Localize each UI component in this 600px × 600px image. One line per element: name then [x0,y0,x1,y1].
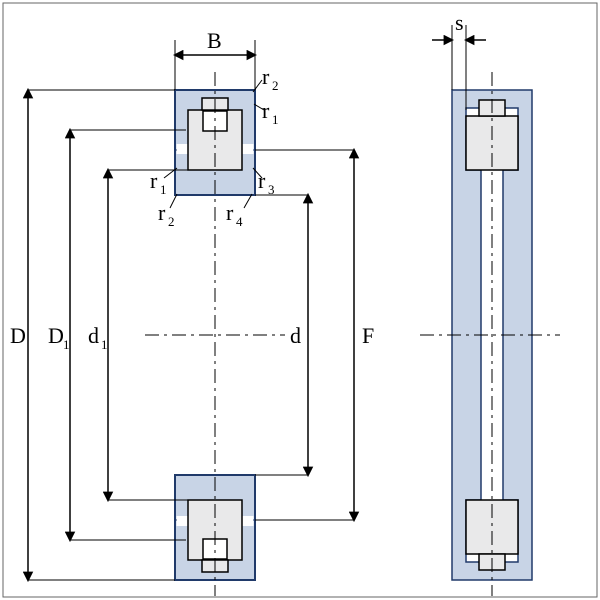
bearing-diagram: D D 1 d 1 d F B s [0,0,600,600]
lbl-s: s [455,10,464,35]
view1 [145,72,285,596]
lbl-r4-sub: 4 [236,214,243,229]
lbl-d: d [290,323,301,348]
lbl-F: F [362,323,374,348]
lbl-r3-sub: 3 [268,182,275,197]
lbl-D1: D [48,323,64,348]
lbl-r2a: r [262,64,270,89]
lbl-r2b-sub: 2 [168,214,175,229]
lbl-r1b: r [150,168,158,193]
lbl-r1a: r [262,98,270,123]
lbl-D: D [10,323,26,348]
lbl-r1a-sub: 1 [272,112,279,127]
view2 [420,72,560,596]
lbl-r2a-sub: 2 [272,78,279,93]
lbl-r2b: r [158,200,166,225]
lbl-D1-sub: 1 [63,337,70,352]
lbl-d1: d [88,323,99,348]
lbl-r1b-sub: 1 [160,182,167,197]
lbl-B: B [207,28,222,53]
lbl-d1-sub: 1 [101,337,108,352]
lbl-r4: r [226,200,234,225]
lbl-r3: r [258,168,266,193]
